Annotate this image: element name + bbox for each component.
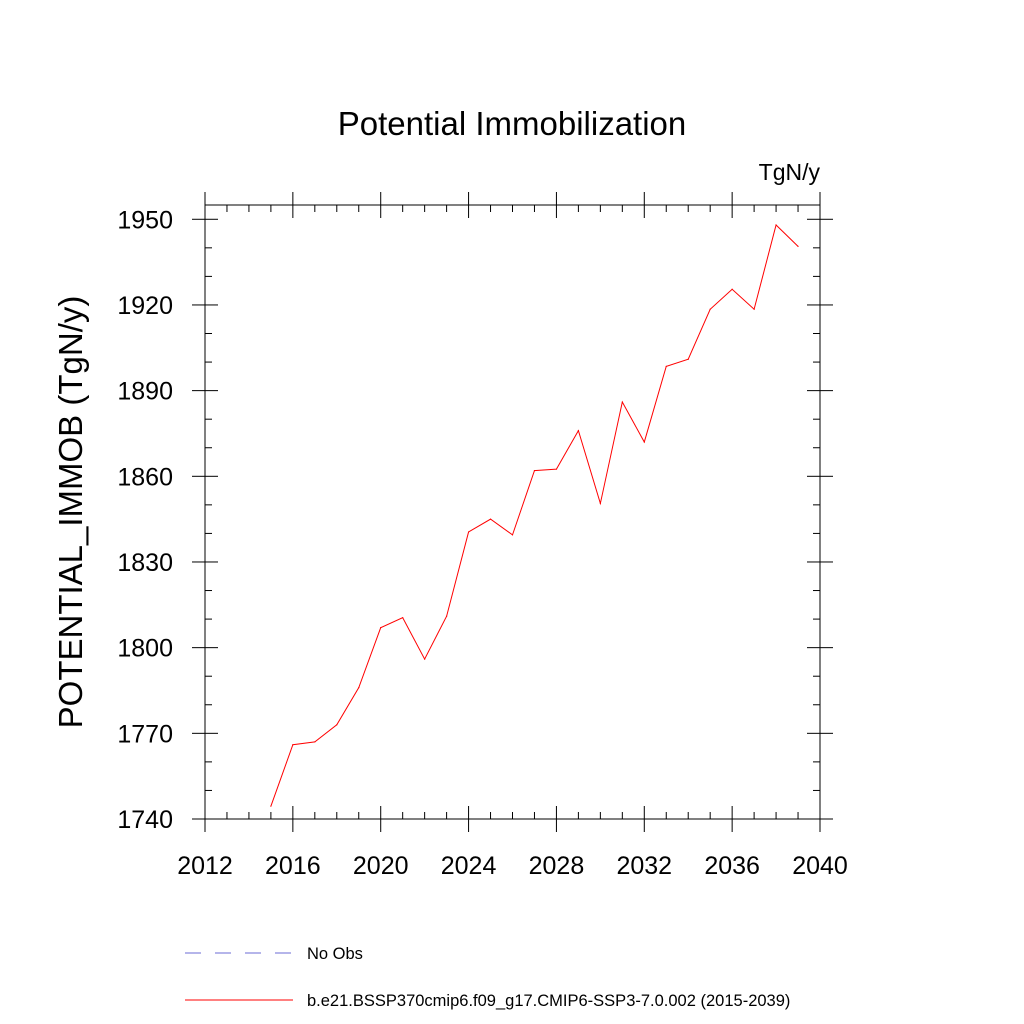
data-point: [467, 531, 470, 533]
x-tick-label: 2028: [529, 852, 585, 880]
axis-tick-labels: 2012 2016 2020 2024 2028 2032 2036 2040 1740 1770…: [117, 206, 847, 880]
data-series: [270, 224, 799, 807]
units-label: TgN/y: [759, 159, 821, 185]
y-tick-label: 1860: [117, 463, 173, 491]
data-point: [336, 724, 338, 726]
data-point: [643, 441, 645, 443]
data-point: [402, 617, 404, 619]
data-point: [446, 615, 448, 617]
y-tick-label: 1950: [117, 206, 173, 234]
data-point: [621, 401, 623, 403]
data-point: [511, 534, 514, 536]
chart-title: Potential Immobilization: [338, 105, 687, 142]
x-tick-label: 2012: [177, 852, 233, 880]
y-axis-label: POTENTIAL_IMMOB (TgN/y): [52, 296, 89, 729]
series-line: [270, 224, 799, 807]
y-tick-label: 1920: [117, 292, 173, 320]
data-point: [687, 358, 689, 360]
data-point: [314, 741, 316, 743]
data-point: [489, 518, 492, 520]
data-point: [753, 308, 755, 310]
x-tick-label: 2020: [353, 852, 409, 880]
x-tick-label: 2032: [616, 852, 672, 880]
y-tick-label: 1890: [117, 378, 173, 406]
axis-ticks: [192, 192, 833, 832]
y-tick-label: 1830: [117, 549, 173, 577]
data-point: [292, 744, 294, 746]
data-point: [599, 502, 601, 505]
data-point: [665, 365, 667, 367]
legend: No Obs b.e21.BSSP370cmip6.f09_g17.CMIP6-S…: [185, 945, 790, 1010]
x-tick-label: 2040: [792, 852, 848, 880]
data-point: [533, 469, 536, 472]
data-point: [424, 658, 426, 660]
data-point: [555, 468, 558, 470]
data-point: [709, 308, 711, 310]
plot-frame: [204, 204, 821, 820]
legend-label: b.e21.BSSP370cmip6.f09_g17.CMIP6-SSP3-7.…: [307, 992, 790, 1010]
y-tick-label: 1740: [117, 806, 173, 834]
y-tick-label: 1770: [117, 720, 173, 748]
data-point: [797, 245, 799, 248]
data-point: [577, 430, 579, 432]
data-point: [775, 224, 777, 226]
data-point: [358, 687, 360, 689]
x-tick-label: 2024: [441, 852, 497, 880]
data-point: [731, 288, 733, 290]
x-tick-label: 2036: [704, 852, 760, 880]
data-point: [380, 627, 382, 629]
legend-label: No Obs: [307, 945, 363, 963]
x-tick-label: 2016: [265, 852, 321, 880]
data-point: [270, 805, 272, 807]
y-tick-label: 1800: [117, 635, 173, 663]
